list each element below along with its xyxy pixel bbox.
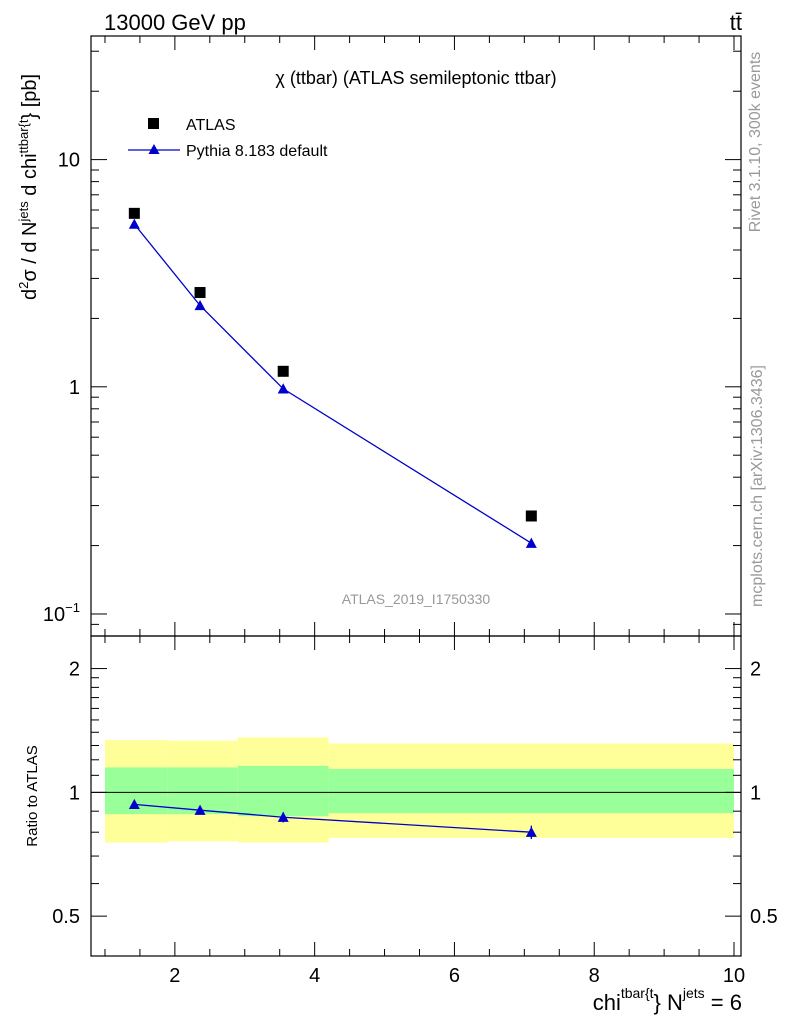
analysis-watermark: ATLAS_2019_I1750330	[342, 591, 491, 607]
y-tick-label: 10	[58, 150, 80, 172]
legend: ATLAS Pythia 8.183 default	[128, 117, 328, 160]
pythia-data-point	[525, 537, 537, 548]
uncertainty-band-green	[328, 768, 735, 814]
x-tick-label: 2	[169, 965, 180, 987]
atlas-data-point	[194, 287, 206, 299]
ratio-panel: 2 4 6 8 10 0.5 0.5 1 1 2 2 Ratio to ATLAS chitbar{…	[24, 635, 778, 1015]
legend-atlas-marker	[148, 118, 159, 129]
ratio-y-tick-label-right: 2	[750, 659, 761, 681]
x-tick-label: 10	[723, 965, 745, 987]
pythia-data-point	[277, 383, 289, 394]
y-tick-label: 1	[69, 377, 80, 399]
uncertainty-band-green	[167, 767, 238, 815]
ratio-pythia-line	[134, 803, 532, 833]
ratio-uncertainty-bands	[104, 737, 735, 843]
ratio-y-tick-label-right: 0.5	[750, 906, 778, 928]
ratio-panel-frame	[90, 635, 742, 957]
ratio-pythia-point	[525, 826, 537, 837]
ratio-axis-ticks: 2 4 6 8 10 0.5 0.5 1 1 2 2	[52, 636, 778, 987]
header-energy: 13000 GeV pp	[104, 10, 246, 35]
mcplots-reference-text: mcplots.cern.ch [arXiv:1306.3436]	[749, 365, 766, 607]
pythia-line	[133, 223, 532, 544]
pythia-data-point	[194, 299, 206, 311]
ratio-pythia-point	[277, 811, 289, 822]
rivet-version-text: Rivet 3.1.10, 300k events	[747, 52, 764, 233]
y-tick-label: 10−1	[43, 600, 80, 626]
x-tick-label: 8	[589, 965, 600, 987]
atlas-data-point	[525, 510, 537, 522]
pythia-data-point	[128, 218, 140, 229]
ratio-y-tick-label-right: 1	[750, 782, 761, 804]
uncertainty-band-green	[237, 765, 329, 817]
plot-title: χ (ttbar) (ATLAS semileptonic ttbar)	[275, 68, 556, 88]
main-data-points	[128, 207, 537, 548]
ratio-y-axis-label: Ratio to ATLAS	[24, 745, 41, 846]
legend-atlas-label: ATLAS	[186, 117, 236, 134]
ratio-y-tick-label: 1	[69, 782, 80, 804]
main-axis-ticks: 10−1 1 10	[43, 36, 741, 637]
header-process: tt̄	[730, 10, 742, 35]
x-tick-label: 6	[449, 965, 460, 987]
x-axis-label: chitbar{t} Njets = 6	[593, 985, 742, 1015]
ratio-pythia-point	[128, 798, 140, 810]
atlas-data-point	[128, 207, 140, 219]
atlas-data-point	[277, 365, 289, 377]
main-panel: 10−1 1 10 χ (ttbar) (ATLAS semileptonic tt…	[16, 35, 742, 637]
x-tick-label: 4	[309, 965, 320, 987]
ratio-pythia-point	[194, 804, 206, 815]
legend-pythia-marker	[148, 144, 160, 154]
legend-pythia-label: Pythia 8.183 default	[186, 143, 328, 160]
ratio-y-tick-label: 0.5	[52, 906, 80, 928]
ratio-y-tick-label: 2	[69, 659, 80, 681]
main-y-axis-label: d2σ / d Njets d chittbar{t} [pb]	[16, 74, 41, 300]
ratio-data-points	[128, 798, 537, 840]
